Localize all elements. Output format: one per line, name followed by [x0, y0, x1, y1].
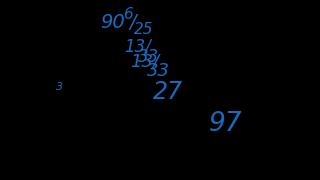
Text: 5: 5 [83, 40, 89, 49]
Text: base 10: base 10 [236, 150, 286, 163]
Text: (fraction): (fraction) [206, 63, 254, 73]
Text: 27: 27 [153, 80, 183, 104]
Text: × 9: × 9 [68, 25, 91, 38]
Text: 5: 5 [59, 40, 64, 49]
Text: 3: 3 [56, 82, 63, 92]
Text: 13/: 13/ [125, 38, 152, 56]
Text: (29): (29) [25, 151, 48, 161]
Text: 234 base 6 =: 234 base 6 = [52, 150, 137, 163]
Text: 4: 4 [77, 81, 83, 90]
Text: 97: 97 [209, 111, 242, 137]
Text: (25): (25) [25, 26, 47, 36]
Text: 25: 25 [134, 22, 154, 37]
Text: 33: 33 [138, 48, 159, 66]
Text: 9: 9 [52, 25, 60, 38]
Text: =: = [86, 93, 96, 106]
Text: 0.393939… =: 0.393939… = [52, 61, 139, 74]
Text: 1: 1 [52, 93, 60, 106]
Text: (mixed number): (mixed number) [192, 26, 271, 36]
Text: 13/: 13/ [131, 53, 160, 71]
Text: =: = [92, 25, 102, 38]
Text: 5: 5 [77, 108, 83, 117]
Text: The sum of the prime: The sum of the prime [52, 113, 173, 123]
Text: 6: 6 [123, 7, 133, 22]
Text: /: / [129, 13, 136, 32]
Text: 2: 2 [59, 13, 64, 22]
Text: (27): (27) [25, 94, 48, 104]
Text: 33: 33 [147, 62, 170, 80]
Text: numbers between 90 and 100 is: numbers between 90 and 100 is [52, 124, 233, 134]
Text: 3: 3 [83, 13, 89, 22]
Text: × 1: × 1 [62, 93, 84, 106]
Text: 90: 90 [100, 13, 124, 32]
Text: (28): (28) [25, 113, 48, 123]
Text: (26): (26) [25, 63, 47, 73]
